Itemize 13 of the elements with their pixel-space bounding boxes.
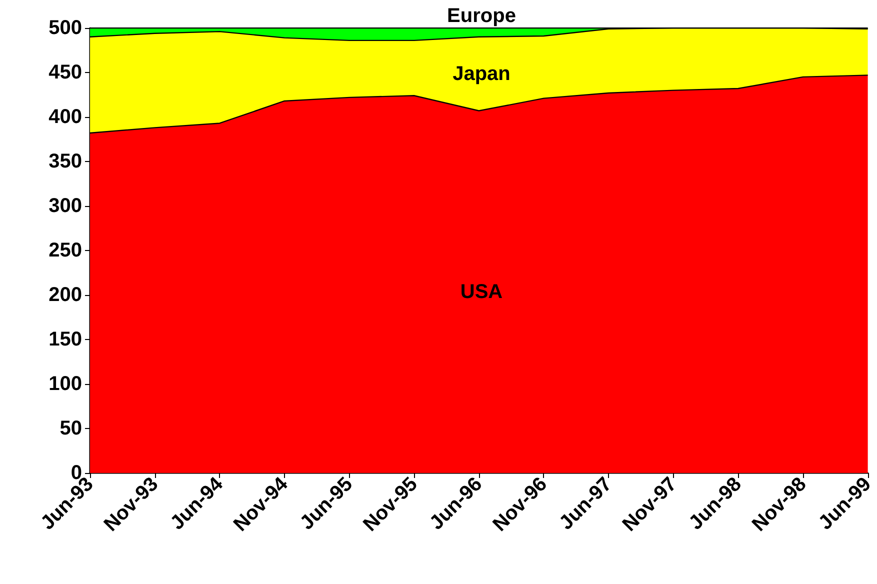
- series-label: Europe: [447, 5, 516, 27]
- series-label: USA: [460, 280, 503, 303]
- y-tick-label: 450: [48, 62, 82, 84]
- y-tick-label: 250: [48, 240, 82, 262]
- y-tick-label: 400: [48, 106, 82, 128]
- y-tick-label: 350: [48, 150, 82, 172]
- y-tick-label: 500: [48, 17, 82, 39]
- y-tick-label: 200: [48, 284, 82, 306]
- y-tick-label: 50: [60, 418, 82, 440]
- y-tick-label: 300: [48, 195, 82, 217]
- y-tick-label: 100: [48, 373, 82, 395]
- series-label: Japan: [452, 62, 510, 85]
- y-tick-label: 150: [48, 328, 82, 350]
